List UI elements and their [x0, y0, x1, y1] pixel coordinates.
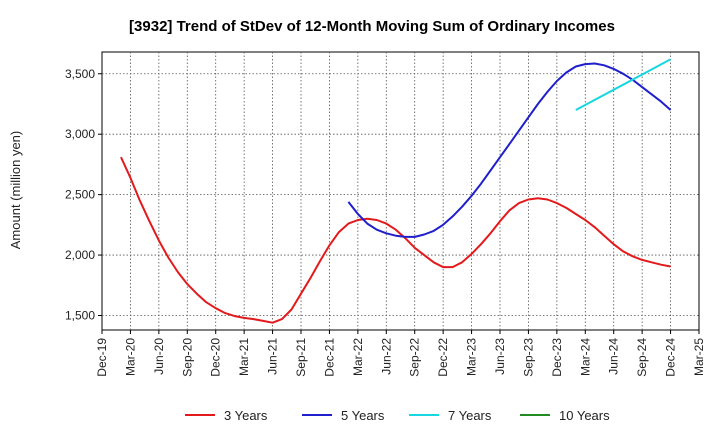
x-tick-label: Mar-20	[123, 338, 137, 376]
x-tick-label: Dec-23	[550, 338, 564, 377]
x-tick-label: Sep-20	[180, 338, 194, 377]
x-tick-label: Jun-23	[493, 338, 507, 375]
x-tick-label: Sep-22	[408, 338, 422, 377]
x-axis: Dec-19 Mar-20 Jun-20 Sep-20 Dec-20 Mar-21 Jun-…	[95, 330, 706, 377]
chart-title: [3932] Trend of StDev of 12-Month Moving…	[129, 18, 615, 35]
legend: 3 Years 5 Years 7 Years 10 Years	[185, 408, 610, 423]
x-tick-label: Jun-21	[266, 338, 280, 375]
x-tick-label: Mar-23	[465, 338, 479, 376]
x-tick-label: Dec-21	[322, 338, 336, 377]
series-line-0	[120, 156, 671, 324]
y-tick-label: 2,000	[65, 248, 95, 262]
y-tick-label: 3,000	[65, 127, 95, 141]
x-tick-label: Jun-20	[152, 338, 166, 375]
x-tick-label: Mar-24	[578, 338, 592, 376]
y-tick-label: 3,500	[65, 67, 95, 81]
y-tick-label: 2,500	[65, 188, 95, 202]
series-line-2	[575, 58, 672, 111]
grid-lines	[102, 52, 699, 330]
x-tick-label: Jun-24	[607, 338, 621, 375]
legend-label-3: 10 Years	[559, 408, 610, 423]
x-tick-label: Dec-20	[209, 338, 223, 377]
legend-label-0: 3 Years	[224, 408, 268, 423]
x-tick-label: Jun-22	[379, 338, 393, 375]
x-tick-label: Dec-19	[95, 338, 109, 377]
x-tick-label: Mar-22	[351, 338, 365, 376]
legend-label-1: 5 Years	[341, 408, 385, 423]
y-axis: 1,500 2,000 2,500 3,000 3,500	[65, 67, 102, 322]
x-tick-label: Mar-21	[237, 338, 251, 376]
x-tick-label: Sep-24	[635, 338, 649, 377]
legend-label-2: 7 Years	[448, 408, 492, 423]
x-tick-label: Dec-24	[664, 338, 678, 377]
x-tick-label: Mar-25	[692, 338, 706, 376]
series-lines	[120, 58, 672, 324]
y-tick-label: 1,500	[65, 308, 95, 322]
x-tick-label: Sep-21	[294, 338, 308, 377]
x-tick-label: Sep-23	[521, 338, 535, 377]
x-tick-label: Dec-22	[436, 338, 450, 377]
y-axis-label: Amount (million yen)	[8, 131, 23, 250]
series-line-1	[347, 62, 672, 238]
